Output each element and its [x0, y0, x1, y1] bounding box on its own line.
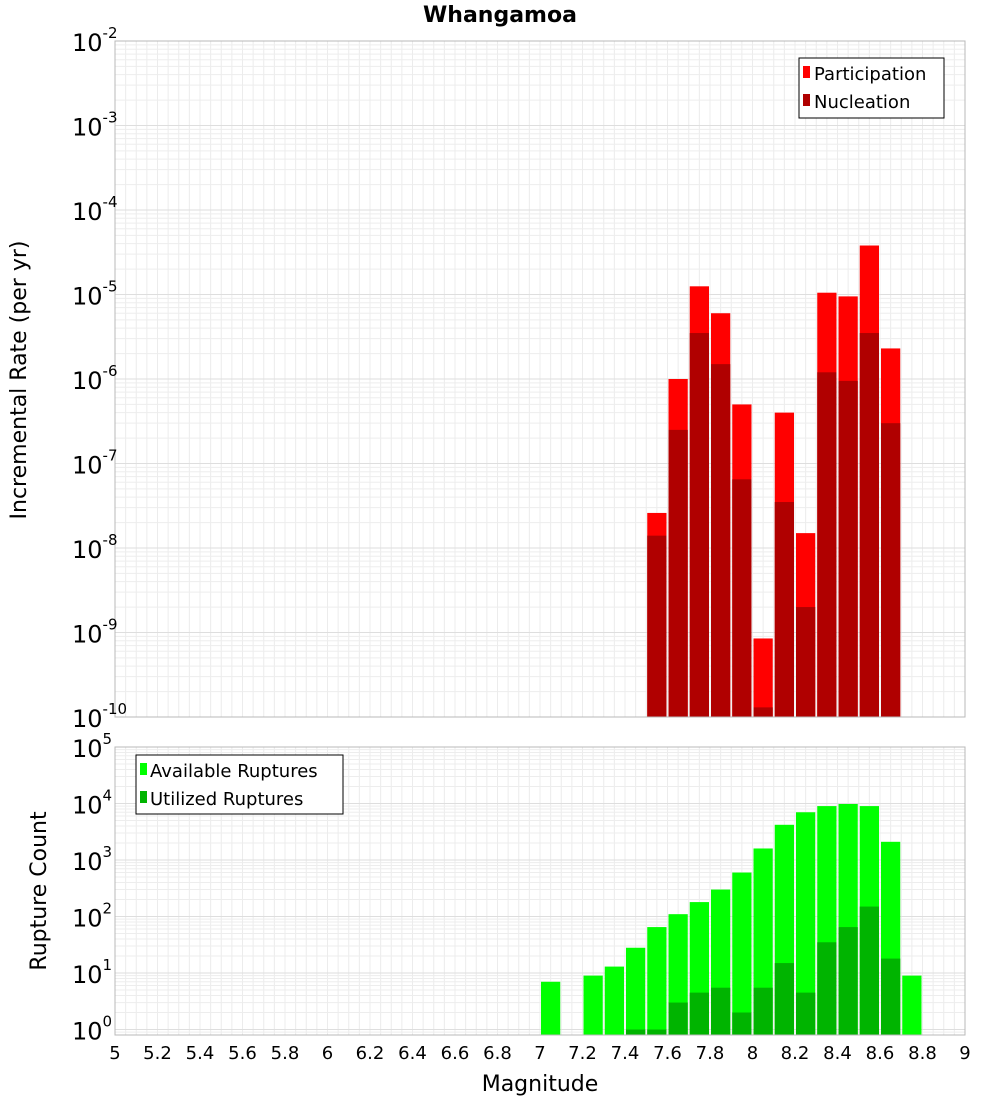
x-tick-label: 6.4	[398, 1043, 427, 1064]
x-tick-label: 6.6	[441, 1043, 470, 1064]
top-y-tick-label: 10-3	[72, 109, 118, 142]
rate-nucleation-bar	[817, 372, 837, 717]
chart-title: Whangamoa	[423, 3, 577, 28]
x-tick-label: 6.2	[356, 1043, 385, 1064]
top-y-tick-labels: 10-2 10-3 10-4 10-5 10-6 10-7 10-8 10-9 10-10	[72, 24, 127, 733]
x-tick-label: 8.6	[866, 1043, 895, 1064]
top-y-tick-label: 10-7	[72, 447, 118, 480]
x-tick-label: 5	[109, 1043, 120, 1064]
x-tick-label: 5.6	[228, 1043, 257, 1064]
x-tick-label: 5.8	[271, 1043, 300, 1064]
x-axis-title: Magnitude	[482, 1072, 599, 1097]
top-y-tick-label: 10-9	[72, 616, 118, 649]
count-available-ruptures-bar	[626, 947, 646, 1035]
count-utilized-ruptures-bar	[774, 963, 794, 1035]
count-utilized-ruptures-bar	[668, 1002, 688, 1035]
top-legend: Participation Nucleation	[798, 57, 945, 119]
top-y-tick-label: 10-8	[72, 531, 118, 564]
bottom-legend: Available Ruptures Utilized Ruptures	[135, 754, 344, 815]
count-available-ruptures-bar	[732, 872, 752, 1035]
x-tick-label: 5.4	[186, 1043, 215, 1064]
bottom-y-axis-title: Rupture Count	[27, 811, 52, 971]
x-tick-label: 6.8	[483, 1043, 512, 1064]
bottom-y-tick-label: 100	[72, 1013, 112, 1046]
count-utilized-ruptures-bar	[732, 1012, 752, 1035]
bottom-y-tick-label: 105	[72, 730, 112, 763]
rate-nucleation-bar	[647, 535, 667, 717]
count-available-ruptures-bar	[604, 966, 624, 1035]
x-tick-label: 9	[959, 1043, 970, 1064]
count-utilized-ruptures-bar	[859, 906, 879, 1035]
x-tick-label: 6	[322, 1043, 333, 1064]
count-utilized-ruptures-bar	[711, 987, 731, 1035]
available-legend-label: Available Ruptures	[150, 761, 318, 782]
x-tick-label: 8.2	[781, 1043, 810, 1064]
x-tick-label: 8	[747, 1043, 758, 1064]
utilized-legend-swatch	[140, 791, 147, 803]
count-available-ruptures-bar	[902, 975, 922, 1035]
top-y-tick-label: 10-5	[72, 278, 118, 311]
x-tick-label: 7.4	[611, 1043, 640, 1064]
rate-nucleation-bar	[881, 423, 901, 717]
rate-nucleation-bar	[668, 429, 688, 717]
count-available-ruptures-bar	[583, 975, 603, 1035]
top-bars	[647, 245, 901, 717]
count-utilized-ruptures-bar	[817, 942, 837, 1035]
x-tick-labels: 5 5.2 5.4 5.6 5.8 6 6.2 6.4 6.6 6.8 7 7.2 7.4 7.6 7.8 8…	[109, 1043, 970, 1064]
count-available-ruptures-bar	[541, 981, 561, 1035]
count-utilized-ruptures-bar	[689, 992, 709, 1035]
rate-nucleation-bar	[838, 380, 858, 717]
bottom-y-tick-labels: 105 104 103 102 101 100	[72, 730, 112, 1046]
count-utilized-ruptures-bar	[881, 958, 901, 1035]
top-y-axis-title: Incremental Rate (per yr)	[7, 241, 32, 520]
bottom-y-tick-label: 103	[72, 843, 112, 876]
count-utilized-ruptures-bar	[626, 1029, 646, 1035]
rate-nucleation-bar	[689, 333, 709, 717]
rate-nucleation-bar	[859, 333, 879, 717]
rate-nucleation-bar	[753, 707, 773, 717]
utilized-legend-label: Utilized Ruptures	[150, 789, 303, 810]
top-legend-box	[798, 57, 945, 119]
x-tick-label: 8.8	[908, 1043, 937, 1064]
rate-nucleation-bar	[711, 364, 731, 717]
count-utilized-ruptures-bar	[647, 1029, 667, 1035]
top-y-tick-label: 10-4	[72, 193, 118, 226]
rate-nucleation-bar	[796, 607, 816, 717]
top-plot-frame	[114, 40, 966, 718]
nucleation-legend-label: Nucleation	[814, 92, 910, 113]
count-available-ruptures-bar	[796, 812, 816, 1035]
count-available-ruptures-bar	[647, 927, 667, 1035]
count-utilized-ruptures-bar	[753, 987, 773, 1035]
bottom-y-tick-label: 101	[72, 956, 112, 989]
bottom-plot-frame	[114, 746, 966, 1036]
nucleation-legend-swatch	[803, 94, 810, 106]
x-tick-label: 7.8	[696, 1043, 725, 1064]
rate-nucleation-bar	[732, 479, 752, 717]
top-y-tick-label: 10-10	[72, 700, 127, 733]
available-legend-swatch	[140, 763, 147, 775]
rupture-count-panel: 105 104 103 102 101 100 Rupture Count Availab…	[27, 730, 966, 1046]
incremental-rate-panel: 10-2 10-3 10-4 10-5 10-6 10-7 10-8 10-9 10-10 In…	[7, 24, 966, 733]
x-tick-label: 5.2	[143, 1043, 172, 1064]
top-y-tick-label: 10-6	[72, 362, 118, 395]
bottom-legend-box	[135, 754, 344, 815]
bottom-y-tick-label: 104	[72, 787, 112, 820]
count-utilized-ruptures-bar	[838, 927, 858, 1035]
x-tick-label: 8.4	[823, 1043, 852, 1064]
rate-nucleation-bar	[774, 502, 794, 717]
x-tick-label: 7	[534, 1043, 545, 1064]
x-tick-label: 7.6	[653, 1043, 682, 1064]
rate-participation-bar	[753, 638, 773, 717]
participation-legend-label: Participation	[814, 64, 926, 85]
x-tick-label: 7.2	[568, 1043, 597, 1064]
bottom-y-tick-label: 102	[72, 900, 112, 933]
participation-legend-swatch	[803, 66, 810, 78]
top-grid	[114, 40, 966, 718]
top-y-tick-label: 10-2	[72, 24, 118, 57]
count-utilized-ruptures-bar	[796, 992, 816, 1035]
bottom-bars	[541, 804, 922, 1035]
